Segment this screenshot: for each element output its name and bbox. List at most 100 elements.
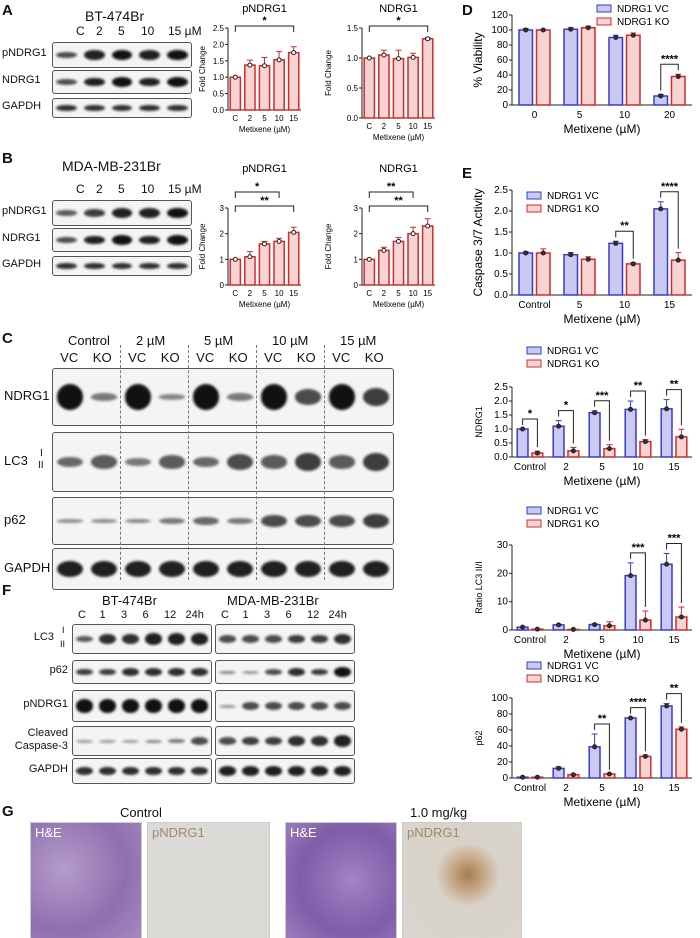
band (125, 560, 151, 578)
legend-label: NDRG1 VC (547, 191, 599, 202)
band (139, 262, 161, 270)
significance-label: *** (596, 390, 610, 402)
bar (378, 54, 390, 119)
y-tick-label: 1.0 (494, 248, 508, 259)
x-tick-label: 15 (423, 289, 432, 298)
f-row-label: GAPDH (28, 763, 68, 775)
chart-c-p62: 0 20 40 60 80 100 Control 2 5 10 15 NDRG1 VC NDRG1 K… (474, 661, 692, 808)
bar (624, 408, 637, 458)
x-tick-label: 10 (632, 783, 644, 794)
significance-label: **** (661, 181, 679, 193)
y-tick-label: 20 (497, 757, 509, 768)
bar (287, 231, 300, 286)
significance-label: ** (634, 380, 643, 392)
data-point (658, 93, 664, 99)
x-tick-label: Control (514, 783, 546, 794)
data-point (628, 715, 634, 721)
band (125, 458, 151, 466)
x-tick-label: 5 (262, 114, 267, 123)
y-tick-label: 0.5 (347, 84, 359, 93)
band (218, 670, 237, 674)
bar (518, 252, 534, 296)
x-tick-label: 2 (382, 122, 387, 131)
band (83, 77, 105, 87)
band (193, 456, 219, 468)
band (159, 517, 185, 525)
g-group-dose: 1.0 mg/kg (410, 805, 468, 820)
c-row-label: p62 (4, 512, 26, 527)
x-tick-label: 5 (396, 289, 401, 298)
x-tick-label: 2 (563, 462, 569, 473)
band (218, 766, 237, 776)
chart-e-caspase: 0.0 0.5 1.0 1.5 2.0 2.5 Control 5 10 15 NDRG1 VC ND… (471, 181, 692, 326)
band (121, 739, 140, 743)
x-tick-label: 2 (248, 289, 253, 298)
band (329, 560, 355, 578)
f-blot-row (215, 624, 355, 654)
data-point (410, 231, 416, 237)
x-tick-label: Control (514, 635, 546, 646)
c-condition-label: 10 µM (272, 333, 309, 348)
x-tick-label: 2 (563, 635, 569, 646)
chart-title: pNDRG1 (242, 3, 287, 15)
band (329, 514, 355, 528)
b-lane-label: 5 (118, 182, 125, 196)
legend-label: NDRG1 KO (547, 204, 599, 215)
significance-label: *** (632, 542, 646, 554)
band (111, 77, 133, 87)
band (193, 560, 219, 578)
data-point (276, 238, 282, 244)
data-point (642, 753, 648, 759)
y-tick-label: 120 (491, 10, 508, 21)
band (310, 766, 329, 776)
band (56, 210, 78, 216)
legend-swatch (526, 519, 542, 528)
significance-label: *** (668, 533, 682, 545)
x-tick-label: 2 (382, 289, 387, 298)
panel-label-b: B (2, 150, 13, 167)
f-blot-row (215, 690, 355, 722)
x-tick-label: 2 (248, 114, 253, 123)
lane-divider (256, 345, 257, 580)
significance-label: * (396, 15, 401, 27)
a-lane-label: 10 (141, 24, 155, 38)
y-tick-label: 40 (497, 741, 509, 752)
bar (407, 232, 419, 286)
band (121, 766, 140, 776)
c-condition-label: 2 µM (136, 333, 166, 348)
band (83, 235, 105, 245)
bar (407, 56, 419, 119)
x-axis-label: Metixene (µM) (373, 300, 425, 309)
band (310, 701, 329, 711)
c-lane-label: KO (228, 350, 248, 365)
c-lane-label: VC (264, 350, 283, 365)
band (166, 207, 188, 219)
band (329, 455, 355, 469)
band (98, 739, 117, 743)
y-tick-label: 1.5 (347, 24, 359, 33)
band (333, 633, 352, 645)
band (287, 766, 306, 776)
y-axis-label: p62 (474, 730, 484, 745)
f-cell-line: MDA-MB-231Br (227, 593, 319, 608)
band (167, 668, 186, 676)
legend-swatch (526, 674, 542, 683)
band (111, 49, 133, 61)
legend-label: NDRG1 VC (547, 346, 599, 357)
band (91, 393, 117, 401)
y-axis-label: Fold Change (324, 50, 333, 96)
y-tick-label: 2 (354, 230, 359, 239)
band (159, 560, 185, 578)
band (111, 235, 133, 245)
band (139, 104, 161, 112)
bar (378, 249, 390, 286)
x-tick-label: 5 (599, 783, 605, 794)
data-point (664, 561, 670, 567)
band (121, 668, 140, 676)
band (139, 208, 161, 218)
c-lc3-form: II (38, 460, 44, 471)
band (125, 384, 151, 410)
y-tick-label: 0.5 (494, 269, 508, 280)
band (166, 77, 188, 87)
band (310, 668, 329, 676)
